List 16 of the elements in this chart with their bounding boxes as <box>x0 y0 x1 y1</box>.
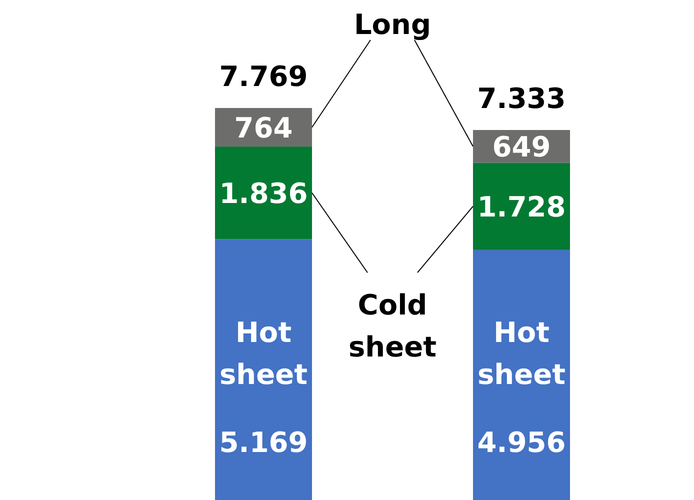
series-label: Cold sheet <box>348 288 436 364</box>
data-label: 1.836 <box>219 176 308 210</box>
series-label: Hot sheet <box>220 316 308 391</box>
text: Long <box>354 8 432 41</box>
bar <box>472 162 570 250</box>
data-label: 649 <box>492 130 551 164</box>
bar <box>215 146 312 240</box>
data-label: 764 <box>234 111 293 144</box>
bar <box>215 239 312 500</box>
total-label: 7.333 <box>477 82 566 115</box>
bar <box>472 250 570 500</box>
total-label: 7.769 <box>219 60 308 93</box>
data-label: 5.169 <box>219 426 308 459</box>
data-label: 4.956 <box>477 426 566 459</box>
data-label: 1.728 <box>477 190 566 224</box>
text: Hot sheet <box>478 316 566 391</box>
